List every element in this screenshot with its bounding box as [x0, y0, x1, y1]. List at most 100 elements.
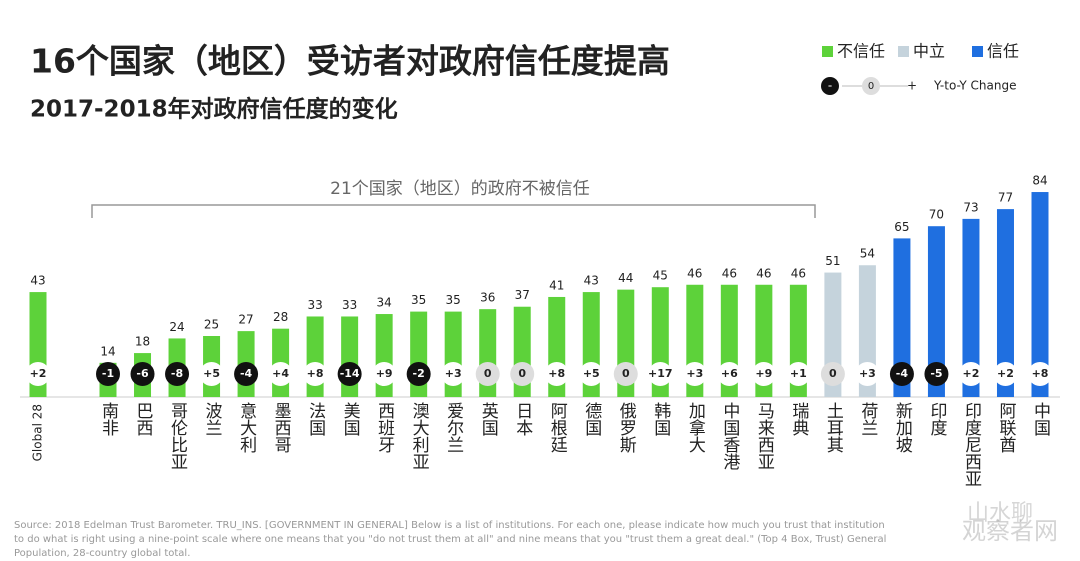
value-label: 27	[238, 313, 253, 327]
change-label: -14	[340, 367, 360, 380]
change-label: +9	[376, 367, 393, 380]
change-badge	[268, 362, 293, 386]
change-badge	[579, 362, 604, 386]
change-badge	[993, 362, 1018, 386]
change-badge	[613, 362, 638, 386]
x-tick-label: 中国	[1030, 402, 1050, 436]
x-tick-label: 土耳其	[823, 402, 844, 453]
change-badge	[648, 362, 673, 386]
x-tick-label: 南非	[98, 402, 119, 436]
change-label: +2	[997, 367, 1014, 380]
x-tick-label: 荷兰	[857, 402, 878, 436]
change-label: +2	[30, 367, 47, 380]
bar	[927, 226, 945, 397]
change-label: +3	[686, 367, 703, 380]
bar	[893, 238, 911, 397]
change-label: +6	[721, 367, 738, 380]
x-tick-label: 波兰	[202, 402, 223, 436]
change-badge	[441, 362, 466, 386]
x-tick-label: 法国	[305, 402, 326, 436]
value-label: 46	[791, 266, 806, 280]
x-tick-label: 澳大利亚	[409, 402, 430, 470]
annotation: 21个国家（地区）的政府不被信任	[330, 179, 590, 199]
change-badge	[786, 362, 811, 386]
change-label: 0	[829, 367, 837, 380]
change-badge	[337, 362, 362, 386]
change-label: +3	[445, 367, 462, 380]
change-badge	[199, 362, 224, 386]
change-badge	[855, 362, 880, 386]
change-label: -1	[102, 367, 114, 380]
value-label: 33	[342, 298, 357, 312]
change-label: -2	[413, 367, 425, 380]
value-label: 73	[963, 200, 978, 214]
legend-swatch	[822, 46, 833, 57]
x-tick-label: 俄罗斯	[616, 402, 637, 454]
x-tick-label: 西班牙	[374, 402, 395, 454]
bar	[1031, 192, 1049, 397]
change-badge	[372, 362, 397, 386]
change-label: +17	[648, 367, 673, 380]
bar	[996, 209, 1014, 397]
change-badge	[820, 362, 845, 386]
change-label: +8	[307, 367, 324, 380]
value-label: 34	[377, 296, 392, 310]
legend-swatch	[972, 46, 983, 57]
x-tick-label: 瑞典	[788, 402, 809, 436]
x-tick-label: 阿根廷	[547, 402, 568, 453]
value-label: 18	[135, 335, 150, 349]
change-label: +8	[548, 367, 565, 380]
value-label: 43	[584, 274, 599, 288]
watermark: 观察者网	[962, 517, 1058, 545]
x-tick-label: 印度	[926, 402, 947, 436]
value-label: 51	[825, 254, 840, 268]
change-badge	[1028, 362, 1052, 386]
x-tick-label: 墨西哥	[271, 402, 292, 453]
x-tick-label: 阿联酋	[995, 402, 1016, 453]
value-label: 46	[687, 266, 702, 280]
x-tick-label: 加拿大	[685, 402, 706, 453]
value-label: 46	[722, 266, 737, 280]
x-tick-label: 韩国	[650, 402, 671, 436]
legend-label: 中立	[913, 42, 945, 61]
value-label: 28	[273, 310, 288, 324]
x-tick-label: 爱尔兰	[443, 402, 464, 453]
change-badge	[544, 362, 569, 386]
change-badge	[510, 362, 535, 386]
x-tick-label: 日本	[512, 402, 533, 436]
watermark: 山水聊	[967, 501, 1033, 526]
change-badge	[924, 362, 949, 386]
x-tick-label: 巴西	[133, 402, 153, 436]
legend-zero: 0	[868, 81, 874, 92]
source: to do what is right using a nine-point s…	[14, 534, 886, 545]
value-label: 35	[411, 293, 426, 307]
change-label: +3	[859, 367, 876, 380]
value-label: 35	[446, 293, 461, 307]
change-badge	[406, 362, 431, 386]
legend-badge	[862, 77, 880, 95]
value-label: 46	[756, 266, 771, 280]
legend-change-label: Y-to-Y Change	[933, 79, 1017, 93]
value-label: 37	[515, 288, 530, 302]
legend-label: 信任	[987, 42, 1019, 61]
change-label: +8	[1032, 367, 1049, 380]
change-label: +5	[203, 367, 220, 380]
value-label: 77	[998, 191, 1013, 205]
change-badge	[96, 362, 120, 386]
value-label: 36	[480, 291, 495, 305]
change-badge	[717, 362, 742, 386]
x-tick-label: 美国	[340, 402, 361, 436]
legend-plus: +	[907, 79, 917, 93]
chart-subtitle: 2017-2018年对政府信任度的变化	[30, 96, 398, 123]
x-tick-label: 哥伦比亚	[167, 402, 188, 470]
change-badge	[303, 362, 328, 386]
x-tick-label: 意大利	[236, 402, 257, 453]
x-tick-label: 马来西亚	[754, 402, 775, 470]
x-tick-label: 德国	[581, 402, 602, 436]
change-label: +2	[963, 367, 980, 380]
change-label: -8	[171, 367, 183, 380]
value-label: 54	[860, 247, 875, 261]
change-label: +5	[583, 367, 600, 380]
change-badge	[475, 362, 500, 386]
legend-swatch	[898, 46, 909, 57]
